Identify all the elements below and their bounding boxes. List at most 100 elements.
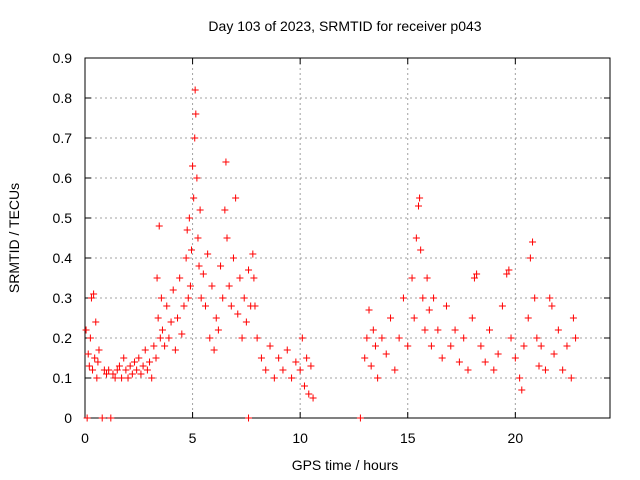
data-point — [169, 286, 177, 294]
data-point — [105, 366, 113, 374]
data-point — [204, 250, 212, 258]
data-point — [554, 326, 562, 334]
data-point — [399, 294, 407, 302]
data-point — [524, 314, 532, 322]
data-point — [451, 326, 459, 334]
data-point — [382, 350, 390, 358]
data-point — [174, 314, 182, 322]
data-point — [133, 366, 141, 374]
data-point — [520, 342, 528, 350]
data-point — [161, 342, 169, 350]
data-point — [178, 330, 186, 338]
data-point — [192, 110, 200, 118]
data-point — [275, 354, 283, 362]
data-point — [529, 238, 537, 246]
y-tick-label: 0.2 — [53, 330, 73, 346]
data-point — [533, 334, 541, 342]
data-point — [191, 134, 199, 142]
data-point — [460, 334, 468, 342]
data-point — [113, 366, 121, 374]
data-point — [395, 334, 403, 342]
data-point — [83, 414, 91, 422]
data-point — [365, 306, 373, 314]
y-tick-label: 0.7 — [53, 130, 73, 146]
data-point — [470, 274, 478, 282]
data-point — [356, 414, 364, 422]
data-point — [490, 366, 498, 374]
x-tick-label: 15 — [400, 430, 416, 446]
data-point — [300, 382, 308, 390]
data-point — [494, 350, 502, 358]
data-point — [176, 274, 184, 282]
data-point — [257, 354, 265, 362]
data-point — [371, 342, 379, 350]
data-point — [567, 374, 575, 382]
data-point — [156, 334, 164, 342]
x-tick-label: 5 — [189, 430, 197, 446]
data-point — [109, 370, 117, 378]
data-point — [225, 282, 233, 290]
data-point — [253, 334, 261, 342]
y-tick-label: 0.3 — [53, 290, 73, 306]
data-point — [507, 334, 515, 342]
data-point — [518, 386, 526, 394]
data-point — [193, 174, 201, 182]
data-point — [408, 274, 416, 282]
data-point — [415, 202, 423, 210]
data-point — [245, 414, 253, 422]
data-point — [196, 206, 204, 214]
data-point — [473, 270, 481, 278]
data-points — [82, 86, 580, 422]
data-point — [516, 374, 524, 382]
data-point — [447, 342, 455, 350]
chart-title: Day 103 of 2023, SRMTID for receiver p04… — [208, 18, 481, 34]
data-point — [412, 234, 420, 242]
data-point — [374, 374, 382, 382]
data-point — [434, 326, 442, 334]
data-point — [165, 334, 173, 342]
data-point — [206, 334, 214, 342]
data-point — [154, 314, 162, 322]
data-point — [82, 326, 90, 334]
data-point — [195, 262, 203, 270]
y-tick-label: 0.5 — [53, 210, 73, 226]
data-point — [126, 362, 134, 370]
data-point — [559, 366, 567, 374]
data-point — [245, 266, 253, 274]
data-point — [148, 374, 156, 382]
data-point — [404, 342, 412, 350]
data-point — [155, 222, 163, 230]
data-point — [222, 158, 230, 166]
data-point — [137, 370, 145, 378]
y-tick-label: 0.9 — [53, 50, 73, 66]
data-point — [115, 362, 123, 370]
data-point — [541, 366, 549, 374]
data-point — [229, 254, 237, 262]
data-point — [190, 194, 198, 202]
data-point — [572, 334, 580, 342]
data-point — [91, 354, 99, 362]
data-point — [130, 358, 138, 366]
data-point — [135, 354, 143, 362]
data-point — [242, 318, 250, 326]
data-point — [199, 270, 207, 278]
data-point — [183, 226, 191, 234]
data-point — [421, 326, 429, 334]
data-point — [455, 358, 463, 366]
data-point — [103, 370, 111, 378]
y-tick-label: 0.6 — [53, 170, 73, 186]
data-point — [217, 262, 225, 270]
data-point — [427, 342, 435, 350]
data-point — [118, 374, 126, 382]
plot-frame — [84, 57, 611, 419]
x-tick-label: 10 — [292, 430, 308, 446]
data-point — [378, 334, 386, 342]
data-point — [486, 326, 494, 334]
grid — [85, 58, 610, 418]
data-point — [505, 266, 513, 274]
data-point — [128, 370, 136, 378]
data-point — [150, 342, 158, 350]
data-point — [232, 194, 240, 202]
data-point — [185, 214, 193, 222]
